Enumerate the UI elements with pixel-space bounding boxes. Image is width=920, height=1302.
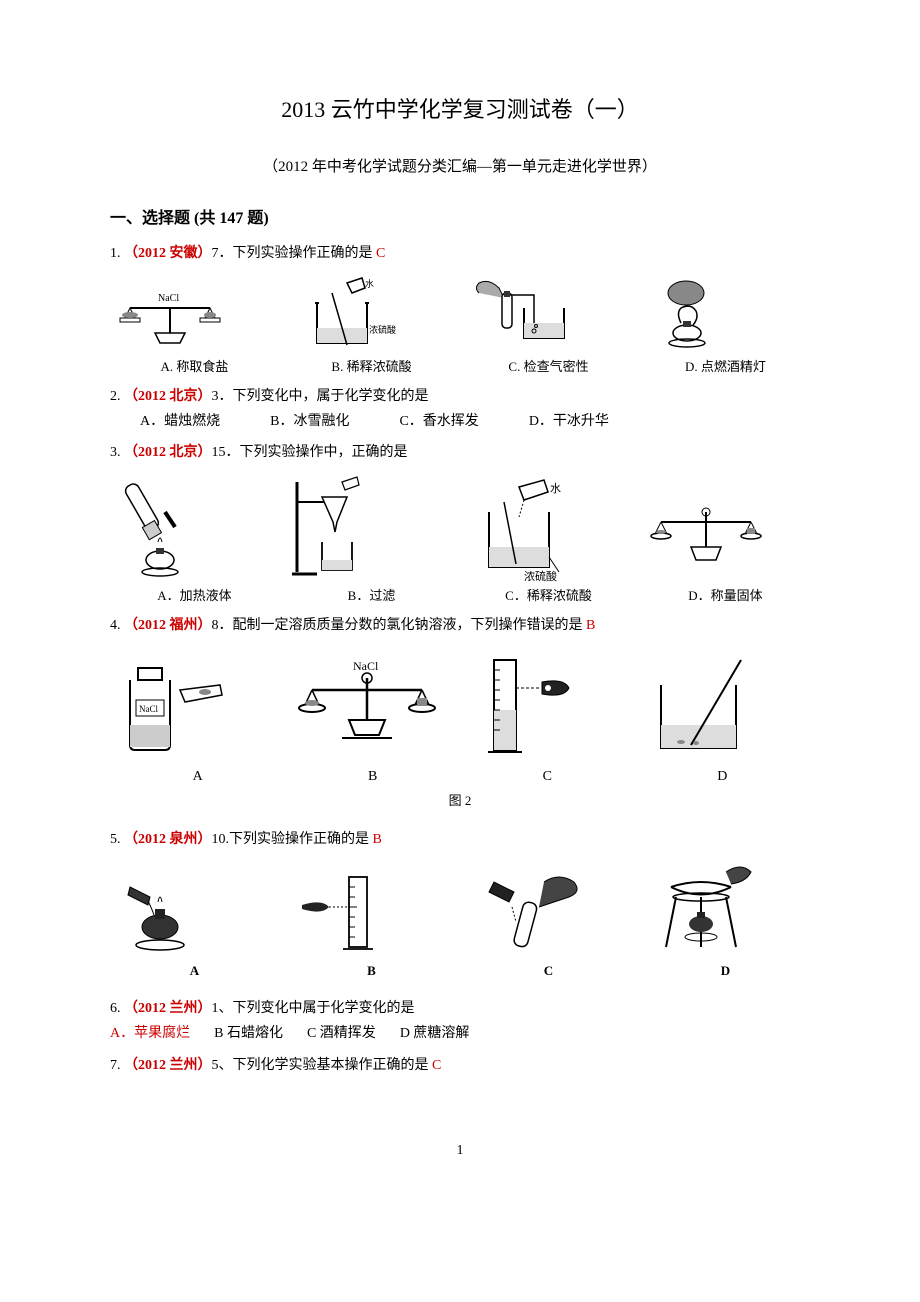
q-stem: 下列实验操作正确的是 xyxy=(233,246,373,261)
label-c: C xyxy=(543,764,552,789)
airtight-icon xyxy=(464,273,584,353)
q-stem: 下列实验操作中，正确的是 xyxy=(240,445,408,460)
q5-caption-d: D xyxy=(641,959,810,982)
option-a: A．蜡烛燃烧 xyxy=(140,409,220,434)
q1-caption-d: D. 点燃酒精灯 xyxy=(641,355,810,378)
q4-labels: A B C D xyxy=(110,764,810,789)
label-a: A xyxy=(193,764,203,789)
option-c: C 酒精挥发 xyxy=(307,1021,376,1046)
q3-caption-a: A．加热液体 xyxy=(110,584,279,607)
option-d: D 蔗糖溶解 xyxy=(400,1021,470,1046)
balance-solid-icon xyxy=(641,492,771,582)
question-7: 7. （2012 兰州）5、下列化学实验基本操作正确的是 C xyxy=(110,1053,810,1078)
question-6: 6. （2012 兰州）1、下列变化中属于化学变化的是 A．苹果腐烂 B 石蜡熔… xyxy=(110,996,810,1046)
add-alcohol-icon xyxy=(110,867,220,957)
dilute-acid-icon: 水 浓硫酸 xyxy=(287,273,397,353)
q3-caption-d: D．称量固体 xyxy=(641,584,810,607)
light-lamp-icon xyxy=(641,273,741,353)
balance-nacl-icon: NaCl xyxy=(110,283,230,353)
q-answer: B xyxy=(583,618,596,633)
q-stem: 下列变化中，属于化学变化的是 xyxy=(233,389,429,404)
q-stem: 下列实验操作正确的是 xyxy=(229,832,369,847)
nacl-bottle-icon: NaCl xyxy=(110,650,230,760)
pour-liquid-icon xyxy=(464,867,594,957)
dilute-acid2-icon: 水 浓硫酸 xyxy=(464,472,584,582)
q-source-num: 15． xyxy=(212,445,240,460)
label-b: B xyxy=(368,764,377,789)
heat-liquid-icon xyxy=(110,472,220,582)
question-2: 2. （2012 北京）3．下列变化中，属于化学变化的是 A．蜡烛燃烧 B．冰雪… xyxy=(110,384,810,434)
section-heading: 一、选择题 (共 147 题) xyxy=(110,205,810,234)
svg-text:浓硫酸: 浓硫酸 xyxy=(369,324,396,335)
svg-text:NaCl: NaCl xyxy=(158,293,179,304)
q-num: 5. xyxy=(110,832,121,847)
question-5: 5. （2012 泉州）10.下列实验操作正确的是 B A xyxy=(110,827,810,983)
q-num: 1. xyxy=(110,246,121,261)
q-stem: 配制一定溶质质量分数的氯化钠溶液，下列操作错误的是 xyxy=(233,618,583,633)
cylinder-read-icon xyxy=(464,650,584,760)
evaporate-icon xyxy=(641,862,761,957)
q-stem: 下列变化中属于化学变化的是 xyxy=(233,1001,415,1016)
q5-caption-c: C xyxy=(464,959,633,982)
q-source: （2012 福州） xyxy=(124,618,212,633)
svg-text:NaCl: NaCl xyxy=(353,659,379,673)
svg-text:NaCl: NaCl xyxy=(139,704,158,714)
page-number: 1 xyxy=(110,1138,810,1163)
acid-label: 浓硫酸 xyxy=(524,569,557,582)
q2-options: A．蜡烛燃烧 B．冰雪融化 C．香水挥发 D．干冰升华 xyxy=(140,409,810,434)
q-source-num: 3． xyxy=(212,389,233,404)
label-d: D xyxy=(717,764,727,789)
q-source: （2012 北京） xyxy=(124,389,212,404)
stir-dissolve-icon xyxy=(641,650,771,760)
q1-caption-a: A. 称取食盐 xyxy=(110,355,279,378)
option-b: B．冰雪融化 xyxy=(270,409,349,434)
filter-icon xyxy=(287,472,397,582)
q1-caption-b: B. 稀释浓硫酸 xyxy=(287,355,456,378)
q-source-num: 5、 xyxy=(212,1058,233,1073)
q6-options: A．苹果腐烂 B 石蜡熔化 C 酒精挥发 D 蔗糖溶解 xyxy=(110,1021,810,1046)
option-c: C．香水挥发 xyxy=(399,409,478,434)
q-stem: 下列化学实验基本操作正确的是 xyxy=(233,1058,429,1073)
q1-images: NaCl A. 称取食盐 水 浓硫酸 B. 稀释浓硫酸 xyxy=(110,273,810,378)
q-source-num: 1、 xyxy=(212,1001,233,1016)
q3-images: A．加热液体 B．过滤 水 浓硫酸 xyxy=(110,472,810,607)
q-source: （2012 安徽） xyxy=(124,246,212,261)
q3-caption-b: B．过滤 xyxy=(287,584,456,607)
q-source: （2012 泉州） xyxy=(124,832,212,847)
q-num: 6. xyxy=(110,1001,121,1016)
balance-nacl2-icon: NaCl xyxy=(287,650,447,760)
water-label: 水 xyxy=(550,482,561,495)
q4-images: NaCl NaCl xyxy=(110,650,810,760)
page-title: 2013 云竹中学化学复习测试卷（一） xyxy=(110,90,810,130)
q5-images: A B C xyxy=(110,862,810,982)
q-source: （2012 兰州） xyxy=(124,1001,212,1016)
question-4: 4. （2012 福州）8．配制一定溶质质量分数的氯化钠溶液，下列操作错误的是 … xyxy=(110,613,810,813)
question-3: 3. （2012 北京）15．下列实验操作中，正确的是 A．加热液体 xyxy=(110,440,810,607)
option-b: B 石蜡熔化 xyxy=(214,1021,283,1046)
q-num: 7. xyxy=(110,1058,121,1073)
q-answer: B xyxy=(369,832,382,847)
q-num: 3. xyxy=(110,445,121,460)
q3-caption-c: C．稀释浓硫酸 xyxy=(464,584,633,607)
q-answer: C xyxy=(429,1058,442,1073)
read-cylinder-icon xyxy=(287,867,397,957)
option-d: D．干冰升华 xyxy=(529,409,609,434)
q-num: 4. xyxy=(110,618,121,633)
q5-caption-b: B xyxy=(287,959,456,982)
q1-caption-c: C. 检查气密性 xyxy=(464,355,633,378)
page-subtitle: （2012 年中考化学试题分类汇编—第一单元走进化学世界） xyxy=(110,154,810,181)
q-source: （2012 兰州） xyxy=(124,1058,212,1073)
q-answer: C xyxy=(373,246,386,261)
q-num: 2. xyxy=(110,389,121,404)
option-a: A．苹果腐烂 xyxy=(110,1021,190,1046)
fig-label: 图 2 xyxy=(110,789,810,812)
q-source-num: 8． xyxy=(212,618,233,633)
q-source-num: 10. xyxy=(212,832,230,847)
question-1: 1. （2012 安徽）7．下列实验操作正确的是 C NaCl A. 称取食盐 xyxy=(110,241,810,378)
svg-text:水: 水 xyxy=(365,278,374,289)
q-source: （2012 北京） xyxy=(124,445,212,460)
q-source-num: 7． xyxy=(212,246,233,261)
q5-caption-a: A xyxy=(110,959,279,982)
